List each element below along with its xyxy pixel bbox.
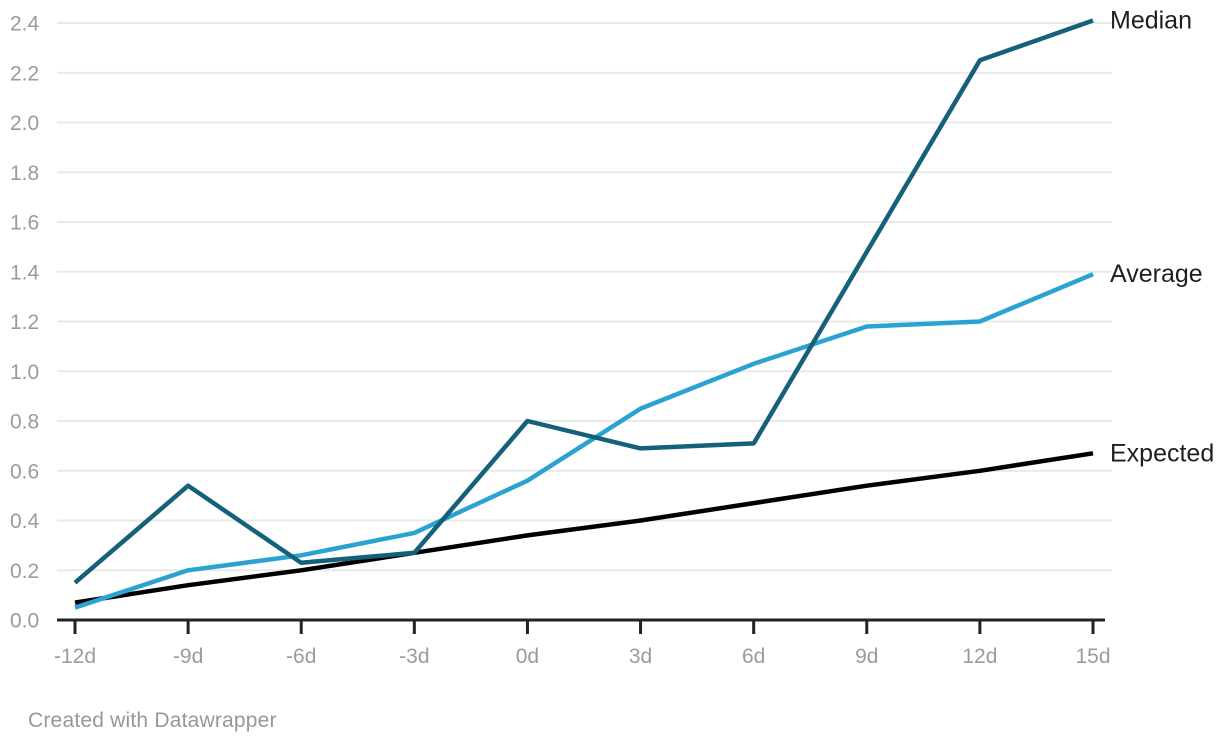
y-tick-label: 2.4 [10,13,40,36]
series-label-expected: Expected [1110,439,1214,467]
x-tick-label: -6d [286,645,316,668]
series-line-expected [74,451,1094,605]
x-tick-label: -12d [54,645,96,668]
y-tick-label: 1.2 [10,311,39,334]
series-line-average [74,272,1094,610]
x-tick-label: -9d [173,645,203,668]
x-tick-label: 6d [742,645,765,668]
x-tick-label: 0d [516,645,539,668]
y-tick-label: 1.0 [10,361,39,384]
datawrapper-credit: Created with Datawrapper [28,709,277,732]
x-tick-label: 9d [855,645,878,668]
series-label-median: Median [1110,7,1192,35]
y-tick-label: 1.4 [10,261,40,284]
series-line-median [73,18,1094,585]
y-tick-label: 0.6 [10,460,39,483]
y-tick-label: 0.8 [10,411,39,434]
x-tick-label: -3d [399,645,429,668]
y-tick-label: 2.0 [10,112,39,135]
y-tick-label: 2.2 [10,62,39,85]
y-tick-label: 0.0 [10,610,39,633]
series-label-average: Average [1110,260,1203,288]
y-tick-label: 0.2 [10,560,39,583]
y-tick-label: 1.8 [10,162,39,185]
x-tick-label: 3d [629,645,652,668]
x-tick-label: 12d [962,645,997,668]
y-tick-label: 0.4 [10,510,40,533]
x-tick-label: 15d [1075,645,1110,668]
y-tick-label: 1.6 [10,212,39,235]
